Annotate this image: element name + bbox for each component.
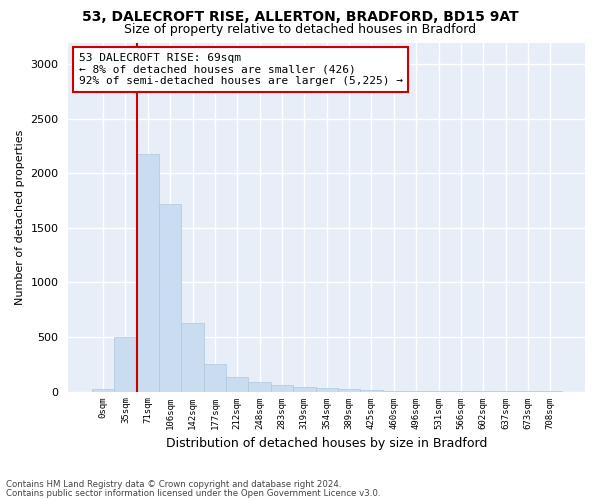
Bar [293,386,316,392]
Bar [316,388,338,392]
Bar [181,323,204,392]
Text: 53, DALECROFT RISE, ALLERTON, BRADFORD, BD15 9AT: 53, DALECROFT RISE, ALLERTON, BRADFORD, … [82,10,518,24]
Bar [159,204,181,392]
Bar [114,337,137,392]
Bar [338,390,360,392]
Bar [226,378,248,392]
Text: Size of property relative to detached houses in Bradford: Size of property relative to detached ho… [124,22,476,36]
Bar [405,391,427,392]
Bar [137,154,159,392]
Text: 53 DALECROFT RISE: 69sqm
← 8% of detached houses are smaller (426)
92% of semi-d: 53 DALECROFT RISE: 69sqm ← 8% of detache… [79,53,403,86]
Bar [271,385,293,392]
Bar [360,390,383,392]
Text: Contains public sector information licensed under the Open Government Licence v3: Contains public sector information licen… [6,488,380,498]
Bar [248,382,271,392]
Bar [383,390,405,392]
X-axis label: Distribution of detached houses by size in Bradford: Distribution of detached houses by size … [166,437,487,450]
Bar [204,364,226,392]
Text: Contains HM Land Registry data © Crown copyright and database right 2024.: Contains HM Land Registry data © Crown c… [6,480,341,489]
Bar [92,389,114,392]
Y-axis label: Number of detached properties: Number of detached properties [15,130,25,304]
